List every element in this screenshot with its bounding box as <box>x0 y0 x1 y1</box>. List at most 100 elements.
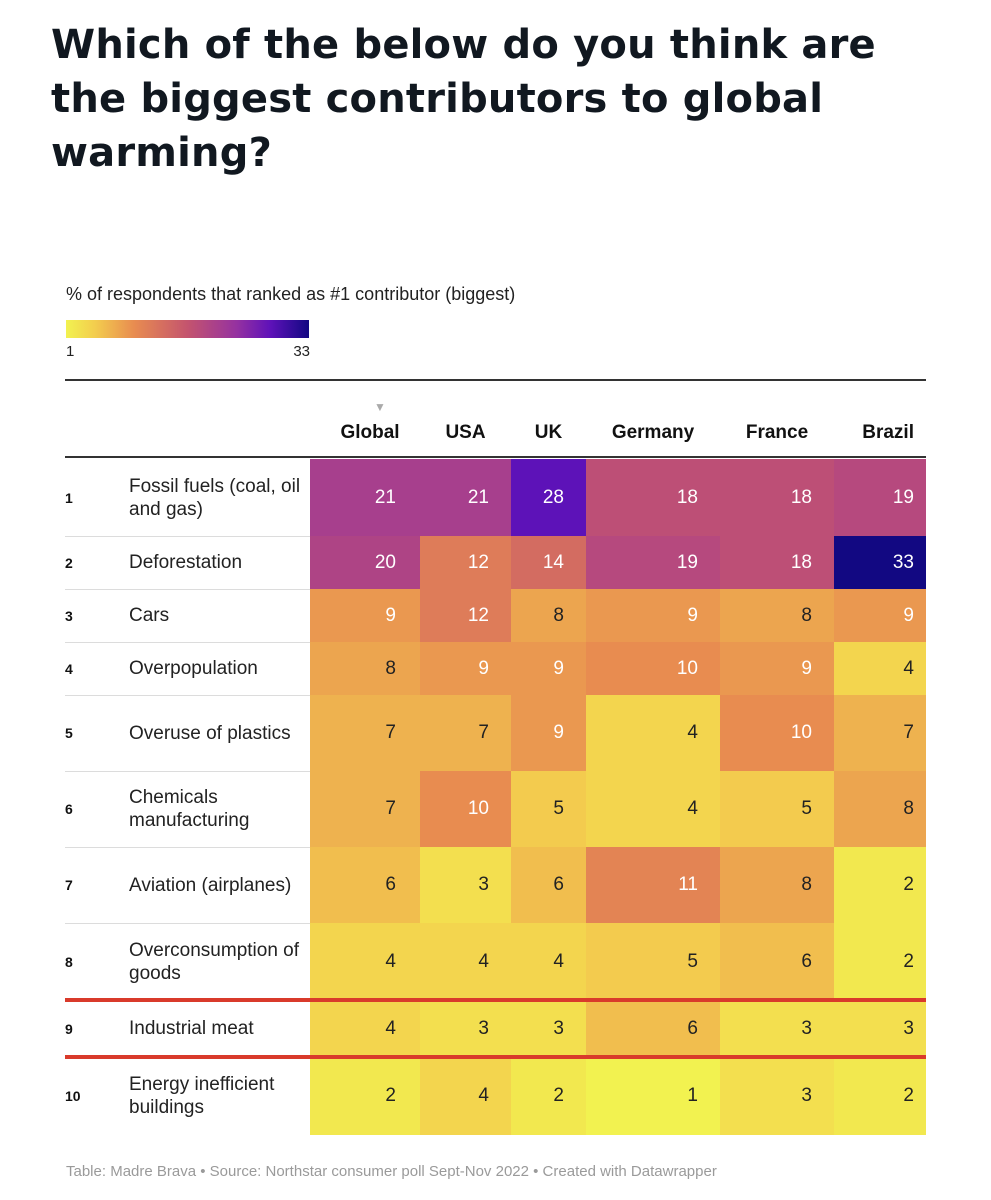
heatmap-cell: 4 <box>310 923 420 1000</box>
column-header-brazil[interactable]: Brazil <box>862 422 914 443</box>
heatmap-cell: 2 <box>834 1057 926 1135</box>
heatmap-cell: 6 <box>310 847 420 923</box>
heatmap-cell: 4 <box>420 1057 511 1135</box>
heatmap-cell: 4 <box>834 642 926 695</box>
heatmap-cell: 5 <box>511 771 586 847</box>
legend-max-label: 33 <box>293 343 310 360</box>
heatmap-cell: 9 <box>420 642 511 695</box>
row-label: Deforestation <box>129 552 243 573</box>
row-separator <box>65 642 310 643</box>
heatmap-cell: 20 <box>310 536 420 589</box>
heatmap-cell: 10 <box>586 642 720 695</box>
heatmap-cell: 12 <box>420 536 511 589</box>
heatmap-cell: 7 <box>834 695 926 771</box>
row-label: Industrial meat <box>129 1018 254 1039</box>
heatmap-cell: 33 <box>834 536 926 589</box>
heatmap-cell: 6 <box>511 847 586 923</box>
heatmap-cell: 5 <box>720 771 834 847</box>
row-label: Fossil fuels (coal, oil and gas) <box>129 475 301 520</box>
row-label: Energy inefficient buildings <box>129 1074 275 1118</box>
column-header-uk[interactable]: UK <box>534 422 563 443</box>
table-top-rule <box>65 379 926 381</box>
row-label: Chemicals manufacturing <box>129 787 250 831</box>
row-separator <box>65 771 310 772</box>
heatmap-cell: 3 <box>511 1000 586 1057</box>
heatmap-cell: 4 <box>310 1000 420 1057</box>
source-footer: Table: Madre Brava • Source: Northstar c… <box>66 1163 717 1180</box>
heatmap-cell: 6 <box>720 923 834 1000</box>
heatmap-cell: 7 <box>420 695 511 771</box>
heatmap-cell: 3 <box>720 1057 834 1135</box>
heatmap-cell: 2 <box>511 1057 586 1135</box>
heatmap-cell: 4 <box>511 923 586 1000</box>
heatmap-cell: 6 <box>586 1000 720 1057</box>
heatmap-cell: 9 <box>720 642 834 695</box>
heatmap-cell: 18 <box>720 459 834 536</box>
row-separator <box>65 589 310 590</box>
heatmap-cell: 9 <box>511 642 586 695</box>
heatmap-cell: 7 <box>310 771 420 847</box>
heatmap-cell: 2 <box>834 847 926 923</box>
column-header-global[interactable]: Global <box>340 422 400 443</box>
heatmap-cell: 8 <box>310 642 420 695</box>
heatmap-cell: 28 <box>511 459 586 536</box>
heatmap-cell: 12 <box>420 589 511 642</box>
row-rank: 8 <box>65 953 73 970</box>
heatmap-cell: 10 <box>420 771 511 847</box>
row-label: Overconsumption of goods <box>129 939 300 984</box>
row-label: Overpopulation <box>129 658 258 679</box>
row-rank: 5 <box>65 725 73 741</box>
heatmap-cell: 10 <box>720 695 834 771</box>
row-separator <box>65 847 310 848</box>
heatmap-cell: 21 <box>420 459 511 536</box>
heatmap-cell: 7 <box>310 695 420 771</box>
heatmap-cell: 9 <box>310 589 420 642</box>
heatmap-cell: 18 <box>586 459 720 536</box>
chart-title: Which of the below do you think are the … <box>51 22 876 176</box>
heatmap-cell: 1 <box>586 1057 720 1135</box>
heatmap-cell: 19 <box>586 536 720 589</box>
column-header-germany[interactable]: Germany <box>611 422 695 443</box>
legend-caption: % of respondents that ranked as #1 contr… <box>66 284 516 304</box>
column-header-france[interactable]: France <box>745 422 809 443</box>
heatmap-cell: 5 <box>586 923 720 1000</box>
heatmap-cell: 2 <box>310 1057 420 1135</box>
heatmap-cell: 8 <box>720 847 834 923</box>
heatmap-cell: 8 <box>511 589 586 642</box>
row-separator <box>65 695 310 696</box>
heatmap-cell: 19 <box>834 459 926 536</box>
heatmap-cell: 8 <box>720 589 834 642</box>
heatmap-cell: 9 <box>511 695 586 771</box>
column-header-usa[interactable]: USA <box>445 422 486 443</box>
legend-min-label: 1 <box>66 343 75 360</box>
heatmap-cell: 4 <box>420 923 511 1000</box>
row-label: Aviation (airplanes) <box>129 874 292 896</box>
row-rank: 7 <box>65 877 73 893</box>
row-separator <box>65 536 310 537</box>
heatmap-cell: 8 <box>834 771 926 847</box>
row-rank: 6 <box>65 801 73 817</box>
row-rank: 10 <box>65 1088 81 1104</box>
heatmap-cell: 3 <box>720 1000 834 1057</box>
row-label: Overuse of plastics <box>129 722 291 744</box>
heatmap-cell: 2 <box>834 923 926 1000</box>
heatmap-cell: 21 <box>310 459 420 536</box>
heatmap-cell: 3 <box>420 1000 511 1057</box>
highlight-line <box>65 998 926 1002</box>
heatmap-cell: 11 <box>586 847 720 923</box>
heatmap-cell: 4 <box>586 771 720 847</box>
sort-indicator-icon[interactable]: ▼ <box>374 400 386 414</box>
row-separator <box>65 923 310 924</box>
heatmap-cell: 3 <box>420 847 511 923</box>
heatmap-cell: 3 <box>834 1000 926 1057</box>
heatmap-cell: 14 <box>511 536 586 589</box>
color-scale-legend <box>66 320 309 338</box>
heatmap-cell: 18 <box>720 536 834 589</box>
row-rank: 9 <box>65 1020 73 1037</box>
heatmap-cell: 4 <box>586 695 720 771</box>
row-rank: 3 <box>65 607 73 624</box>
row-rank: 2 <box>65 554 73 571</box>
row-rank: 1 <box>65 489 73 506</box>
highlight-line <box>65 1055 926 1059</box>
row-rank: 4 <box>65 660 73 677</box>
